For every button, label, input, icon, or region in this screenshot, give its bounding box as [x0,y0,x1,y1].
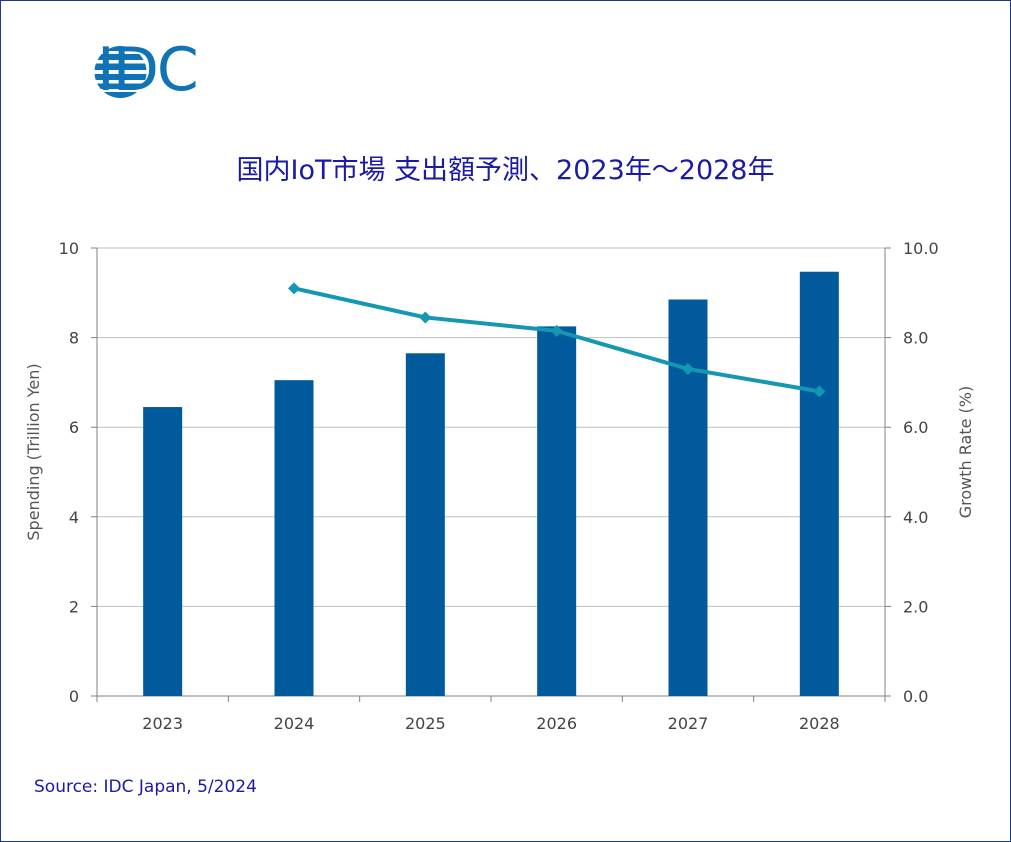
bar [668,299,708,696]
x-tick-label: 2025 [405,714,446,733]
y2-tick-label: 2.0 [903,597,928,616]
bar [537,326,577,696]
bar [143,407,183,696]
growth-rate-point [813,385,826,398]
y-tick-label: 2 [69,597,79,616]
y-tick-label: 10 [59,239,79,258]
bar [274,380,314,696]
x-tick-label: 2027 [668,714,709,733]
y-axis-title: Spending (Trillion Yen) [24,363,43,540]
bar [799,271,839,696]
growth-rate-point [550,324,563,337]
y2-tick-label: 4.0 [903,508,928,527]
y-tick-label: 6 [69,418,79,437]
y2-tick-label: 6.0 [903,418,928,437]
x-tick-label: 2023 [142,714,183,733]
logo-text: IDC [97,35,199,105]
x-tick-label: 2028 [799,714,840,733]
y-tick-label: 8 [69,329,79,348]
x-tick-label: 2024 [274,714,315,733]
growth-rate-point [682,362,694,375]
y2-tick-label: 8.0 [903,329,928,348]
growth-rate-point [288,282,300,295]
growth-rate-point [419,311,432,324]
y2-tick-label: 10.0 [903,239,939,258]
idc-logo [94,46,155,98]
source-note: Source: IDC Japan, 5/2024 [34,777,257,797]
bar [405,353,445,696]
x-tick-label: 2026 [536,714,577,733]
y2-axis-title: Growth Rate (%) [956,386,975,518]
y-tick-label: 0 [69,687,79,706]
y-tick-label: 4 [69,508,79,527]
y2-tick-label: 0.0 [903,687,928,706]
chart-title: 国内IoT市場 支出額予測、2023年～2028年 [236,155,775,186]
